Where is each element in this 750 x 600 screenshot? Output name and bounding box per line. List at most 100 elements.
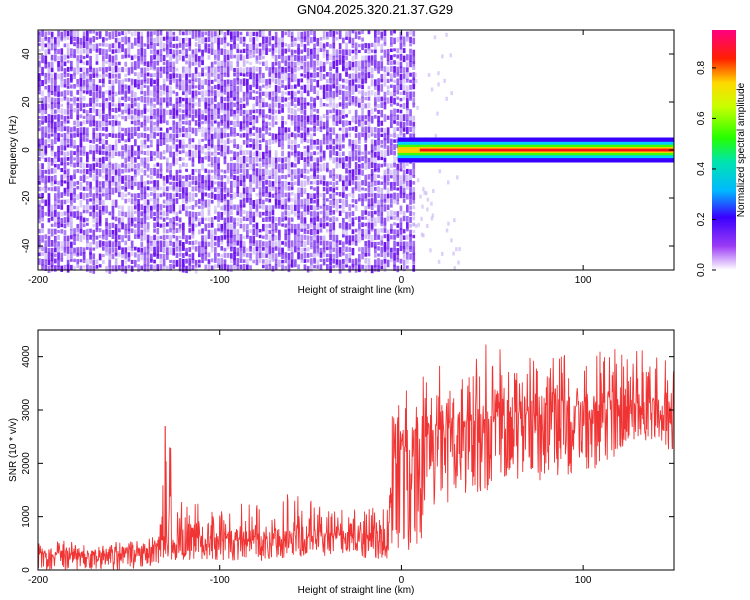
spectrogram-cell bbox=[265, 157, 268, 165]
spectrogram-cell bbox=[268, 48, 272, 52]
spectrogram-cell bbox=[313, 48, 316, 55]
spectrogram-cell bbox=[108, 79, 112, 85]
spectrogram-cell bbox=[153, 42, 156, 51]
spectrogram-cell bbox=[274, 259, 278, 265]
spectrogram-cell bbox=[182, 230, 185, 236]
spectrogram-cell bbox=[332, 174, 336, 182]
spectrogram-cell bbox=[223, 264, 227, 271]
spectrogram-cell bbox=[63, 145, 67, 151]
spectrogram-cell bbox=[338, 174, 342, 182]
spectrogram-cell bbox=[406, 216, 409, 222]
spectrogram-cell bbox=[310, 246, 313, 250]
spectrogram-cell bbox=[278, 222, 281, 226]
spectrogram-cell bbox=[66, 198, 70, 204]
spectrogram-cell bbox=[380, 216, 384, 224]
spectrogram-cell bbox=[198, 186, 201, 193]
spectrogram-cell bbox=[108, 187, 112, 194]
spectrogram-cell bbox=[268, 235, 272, 242]
spectrogram-cell bbox=[217, 37, 220, 45]
spectrogram-cell bbox=[338, 139, 342, 148]
spectrogram-cell bbox=[159, 102, 163, 110]
spectrogram-cell bbox=[390, 150, 393, 155]
spectrogram-cell bbox=[57, 265, 60, 271]
spectrogram-cell bbox=[89, 181, 92, 189]
spectrogram-cell bbox=[351, 180, 355, 185]
spectrogram-cell bbox=[329, 223, 332, 232]
spectrogram-cell bbox=[226, 199, 230, 206]
spectrogram-cell bbox=[50, 175, 54, 185]
spectrogram-cell bbox=[361, 84, 364, 90]
spectrogram-cell bbox=[79, 216, 83, 222]
spectrogram-cell bbox=[230, 198, 233, 207]
spectrogram-cell bbox=[178, 187, 182, 192]
spectrogram-cell bbox=[438, 169, 442, 174]
spectrogram-cell bbox=[182, 222, 185, 230]
spectrogram-cell bbox=[377, 258, 380, 267]
spectrogram-cell bbox=[322, 222, 326, 229]
spectrogram-cell bbox=[191, 144, 195, 149]
spectrogram-cell bbox=[207, 205, 211, 212]
spectrogram-cell bbox=[130, 120, 134, 125]
spectrogram-cell bbox=[214, 103, 217, 110]
spectrogram-cell bbox=[290, 55, 294, 64]
spectrogram-cell bbox=[390, 229, 393, 234]
spectrogram-cell bbox=[41, 223, 44, 228]
spectrogram-cell bbox=[130, 259, 134, 264]
spectrogram-cell bbox=[38, 156, 41, 162]
spectrogram-cell bbox=[175, 67, 179, 72]
spectrogram-cell bbox=[294, 241, 297, 247]
spectrogram-cell bbox=[105, 246, 108, 253]
spectrogram-cell bbox=[233, 42, 236, 49]
spectrogram-cell bbox=[230, 102, 233, 111]
spectrogram-cell bbox=[374, 193, 377, 202]
spectrogram-cell bbox=[445, 228, 449, 233]
spectrogram-cell bbox=[271, 43, 275, 51]
spectrogram-cell bbox=[374, 79, 377, 87]
spectrogram-cell bbox=[294, 199, 297, 206]
spectrogram-cell bbox=[348, 96, 352, 104]
spectrogram-cell bbox=[188, 97, 192, 106]
spectrogram-cell bbox=[156, 78, 160, 86]
spectrogram-cell bbox=[50, 133, 54, 137]
spectrogram-cell bbox=[166, 186, 169, 192]
spectrogram-cell bbox=[153, 264, 156, 272]
spectrogram-cell bbox=[326, 54, 329, 61]
spectrogram-cell bbox=[134, 205, 137, 210]
spectrogram-cell bbox=[367, 217, 371, 226]
spectrogram-cell bbox=[86, 175, 89, 180]
spectrogram-cell bbox=[89, 120, 92, 127]
spectrogram-cell bbox=[92, 217, 96, 223]
spectrogram-cell bbox=[50, 43, 54, 51]
spectrogram-cell bbox=[294, 122, 297, 129]
spectrogram-cell bbox=[217, 157, 220, 166]
spectrogram-cell bbox=[137, 234, 140, 239]
spectrogram-cell bbox=[98, 240, 102, 248]
spectrogram-cell bbox=[262, 138, 265, 143]
spectrogram-cell bbox=[185, 60, 188, 65]
spectrogram-cell bbox=[79, 67, 83, 72]
spectrogram-cell bbox=[150, 66, 153, 70]
spectrogram-cell bbox=[370, 210, 374, 218]
spectrogram-cell bbox=[143, 43, 147, 47]
spectrogram-cell bbox=[370, 222, 374, 230]
spectrogram-cell bbox=[303, 97, 307, 105]
spectrogram-cell bbox=[230, 235, 233, 244]
spectrogram-cell bbox=[306, 235, 310, 240]
spectrogram-cell bbox=[354, 79, 358, 83]
spectrogram-cell bbox=[175, 78, 179, 87]
spectrogram-cell bbox=[342, 205, 345, 214]
spectrogram-cell bbox=[102, 205, 105, 212]
spectrogram-cell bbox=[361, 108, 364, 117]
spectrogram-cell bbox=[268, 84, 272, 88]
spectrogram-cell bbox=[102, 67, 105, 75]
spectrogram-cell bbox=[146, 204, 150, 213]
spectrogram-cell bbox=[402, 192, 406, 199]
spectrogram-cell bbox=[146, 180, 150, 185]
spectrogram-cell bbox=[188, 144, 192, 152]
spectrogram-cell bbox=[50, 146, 54, 152]
spectrogram-cell bbox=[310, 66, 313, 70]
spectrogram-cell bbox=[297, 37, 300, 41]
spectrogram-cell bbox=[370, 180, 374, 187]
spectrogram-cell bbox=[143, 205, 147, 214]
spectrogram-cell bbox=[393, 139, 396, 143]
